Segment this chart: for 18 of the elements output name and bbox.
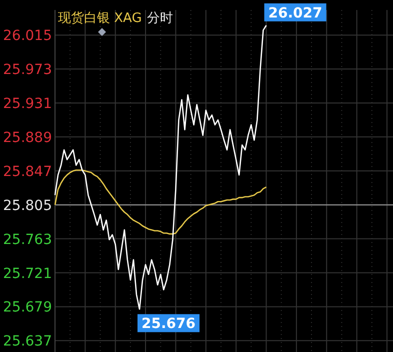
line-series	[54, 169, 267, 235]
y-tick-label: 25.847	[3, 164, 52, 180]
y-tick-label: 26.015	[3, 28, 52, 44]
annotation: 25.676	[138, 314, 200, 332]
y-tick-label: 25.973	[3, 62, 52, 78]
annotation: 26.027	[264, 3, 326, 22]
chart-title: 现货白银 XAG	[58, 11, 142, 26]
y-tick-label: 25.679	[3, 300, 52, 316]
line-series	[54, 24, 267, 310]
y-tick-label: 25.805	[3, 198, 52, 214]
annotation: 25.676	[142, 316, 196, 332]
chart-subtitle: 分时	[146, 11, 173, 26]
y-tick-label: 25.763	[3, 232, 52, 248]
y-tick-label: 25.637	[3, 334, 52, 350]
y-tick-label: 25.931	[3, 96, 52, 112]
annotation: 26.027	[268, 5, 322, 22]
y-tick-label: 25.721	[3, 266, 52, 282]
y-tick-label: 25.889	[3, 130, 52, 146]
